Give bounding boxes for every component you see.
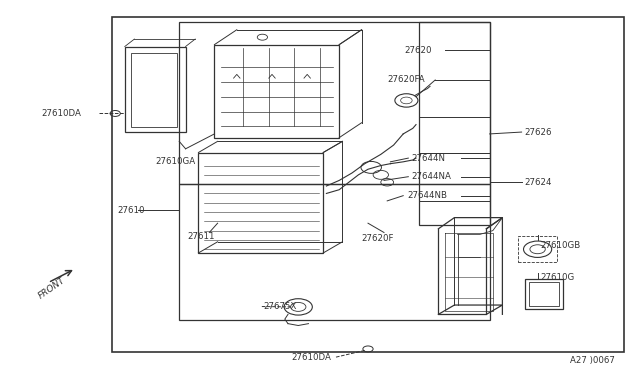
Bar (214, 45, 339, 138)
Text: 27620FA: 27620FA (387, 76, 425, 84)
Text: 27611: 27611 (188, 232, 215, 241)
Text: 27620: 27620 (404, 46, 432, 55)
Bar (525, 279, 563, 309)
Text: 27624: 27624 (525, 178, 552, 187)
Bar (198, 153, 323, 253)
Text: 27644NB: 27644NB (407, 191, 447, 200)
Text: A27 )0067: A27 )0067 (570, 356, 614, 365)
Text: 27644NA: 27644NA (412, 172, 451, 181)
Text: 27610G: 27610G (541, 273, 575, 282)
Text: 27610GB: 27610GB (541, 241, 581, 250)
Bar (419, 117, 490, 153)
Text: 27644N: 27644N (412, 154, 445, 163)
Bar (179, 184, 490, 320)
Bar (419, 22, 490, 225)
Bar (179, 22, 490, 184)
Text: FRONT: FRONT (37, 276, 67, 301)
Text: 27675X: 27675X (264, 302, 297, 311)
Text: 27626: 27626 (525, 128, 552, 137)
Bar (419, 153, 490, 201)
Text: 27610: 27610 (117, 206, 145, 215)
Text: 27620F: 27620F (362, 234, 394, 243)
Text: 27610GA: 27610GA (156, 157, 196, 166)
Bar (131, 53, 177, 127)
Bar (529, 282, 559, 306)
Bar (125, 46, 186, 132)
Text: 27610DA: 27610DA (42, 109, 81, 118)
Bar (112, 17, 624, 352)
Text: 27610DA: 27610DA (291, 353, 331, 362)
Bar (518, 236, 557, 262)
